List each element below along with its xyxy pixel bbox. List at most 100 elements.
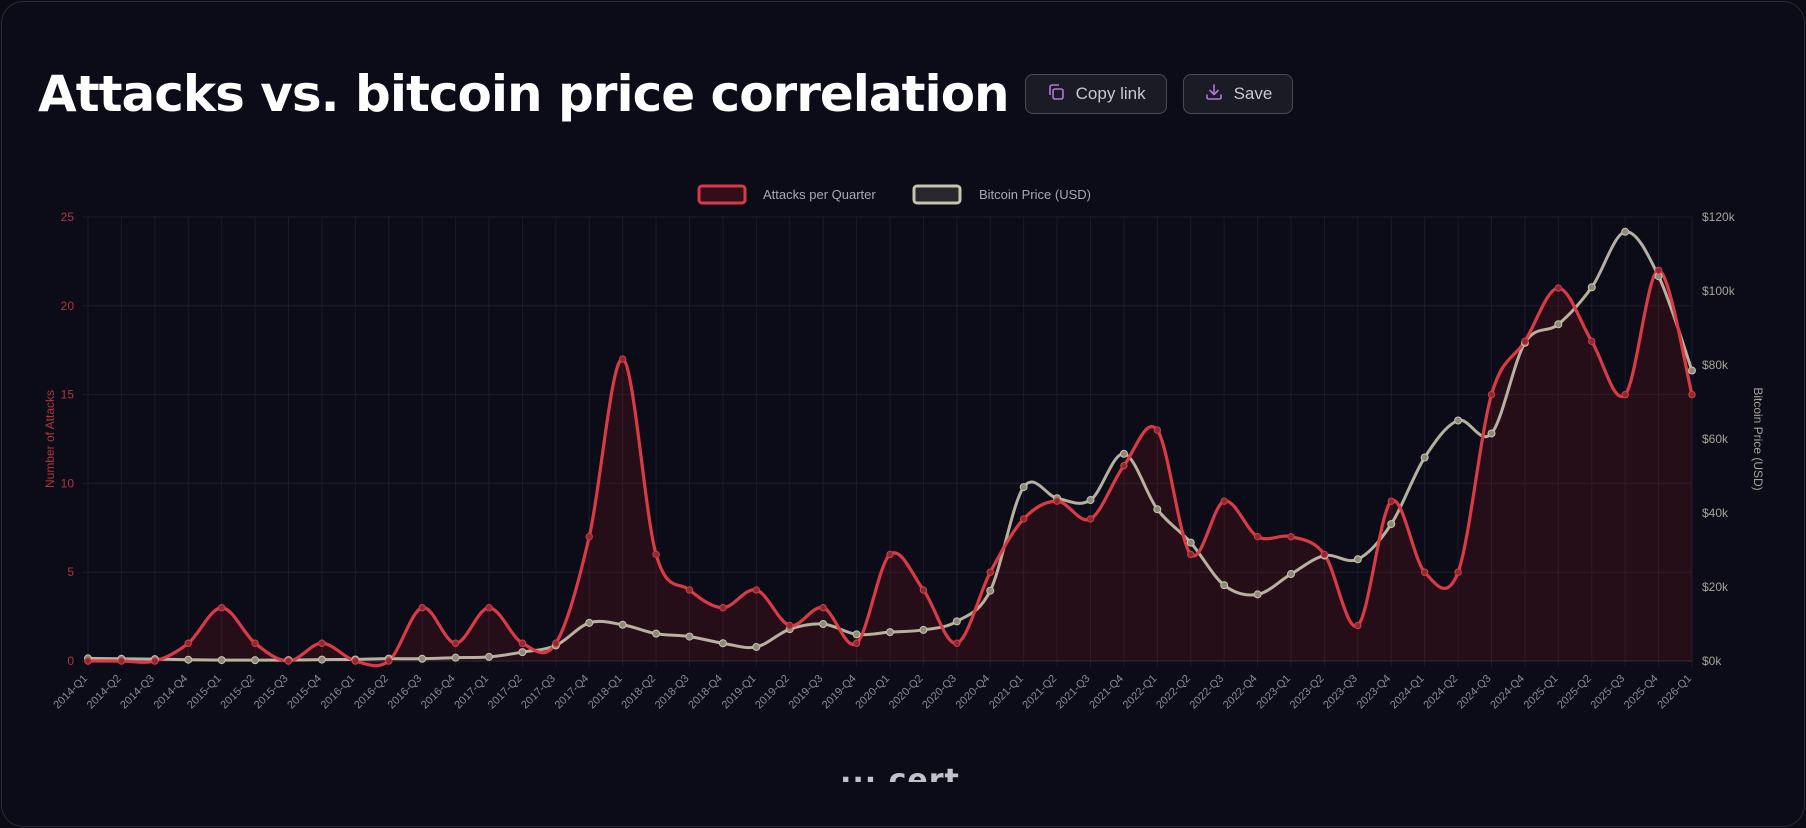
page-title: Attacks vs. bitcoin price correlation [38, 65, 1010, 123]
attacks-point [953, 639, 961, 647]
x-tick-label: 2020-Q4 [954, 673, 993, 712]
x-tick-label: 2026-Q1 [1655, 673, 1694, 712]
attacks-point [1454, 568, 1462, 576]
attacks-point [1354, 621, 1362, 630]
attacks-point [886, 550, 894, 559]
attacks-point [318, 639, 326, 647]
x-tick-label: 2015-Q2 [218, 673, 257, 712]
bitcoin-price-point [1420, 453, 1429, 462]
attacks-point [1253, 532, 1262, 541]
attacks-point [1053, 497, 1061, 505]
bitcoin-price-point [1119, 449, 1128, 458]
attacks-point [451, 639, 460, 647]
y-right-tick-label: $20k [1702, 580, 1729, 594]
attacks-point [1220, 497, 1228, 505]
x-tick-label: 2022-Q4 [1221, 673, 1260, 712]
header: Attacks vs. bitcoin price correlation Co… [38, 60, 1294, 128]
x-tick-label: 2025-Q2 [1555, 673, 1594, 712]
x-tick-label: 2014-Q2 [85, 673, 124, 712]
bitcoin-price-point [1353, 555, 1362, 564]
bitcoin-price-point [718, 639, 727, 648]
attacks-point [1086, 515, 1095, 523]
x-tick-label: 2024-Q4 [1488, 673, 1527, 712]
attacks-point [1320, 550, 1329, 559]
x-tick-label: 2021-Q3 [1054, 673, 1093, 712]
attacks-point [1287, 532, 1295, 541]
attacks-point [1153, 426, 1162, 434]
x-tick-label: 2025-Q1 [1522, 673, 1561, 712]
attacks-point [786, 621, 794, 630]
x-tick-label: 2023-Q4 [1355, 673, 1394, 712]
bitcoin-price-point [1153, 505, 1162, 514]
x-tick-label: 2021-Q1 [987, 673, 1026, 712]
x-tick-label: 2016-Q2 [352, 673, 391, 712]
x-tick-label: 2015-Q1 [185, 673, 224, 712]
bitcoin-price-point [1186, 538, 1195, 547]
attacks-point [1120, 461, 1128, 470]
x-tick-label: 2014-Q1 [51, 673, 90, 712]
attacks-point [852, 639, 861, 647]
x-tick-label: 2019-Q4 [820, 673, 859, 712]
legend-label-bitcoin: Bitcoin Price (USD) [979, 187, 1091, 202]
x-tick-label: 2023-Q1 [1254, 673, 1293, 712]
y-left-tick-label: 20 [61, 299, 75, 313]
attacks-point [1554, 284, 1563, 292]
attacks-area [88, 270, 1692, 666]
attacks-point [585, 532, 593, 541]
bitcoin-price-point [919, 625, 928, 634]
bitcoin-price-point [518, 648, 527, 657]
x-tick-label: 2017-Q1 [452, 673, 491, 712]
x-tick-label: 2023-Q2 [1288, 673, 1327, 712]
attacks-point [1420, 568, 1429, 576]
x-tick-label: 2017-Q3 [519, 673, 558, 712]
attacks-point [752, 586, 761, 594]
x-tick-label: 2018-Q2 [619, 673, 658, 712]
attacks-point [217, 604, 226, 612]
x-tick-label: 2023-Q3 [1321, 673, 1360, 712]
copy-link-button[interactable]: Copy link [1024, 74, 1167, 114]
attacks-point [1187, 550, 1195, 559]
y-right-tick-label: $100k [1702, 284, 1736, 298]
attacks-point [1654, 266, 1663, 274]
bitcoin-price-point [685, 632, 694, 641]
x-tick-label: 2016-Q3 [386, 673, 425, 712]
bitcoin-price-point [1287, 570, 1295, 579]
x-tick-label: 2016-Q1 [319, 673, 358, 712]
attacks-point [819, 604, 827, 612]
x-tick-label: 2024-Q2 [1421, 673, 1460, 712]
bitcoin-price-point [451, 653, 460, 662]
attacks-point [385, 657, 393, 665]
attacks-point [1019, 515, 1028, 523]
bitcoin-price-point [217, 656, 226, 665]
bitcoin-price-point [1454, 416, 1463, 425]
y-left-tick-label: 5 [67, 565, 74, 579]
bitcoin-price-line [87, 230, 1694, 662]
bitcoin-price-point [752, 642, 761, 651]
x-tick-label: 2025-Q4 [1622, 673, 1661, 712]
bitcoin-price-point [1387, 520, 1396, 529]
bitcoin-price-point [986, 586, 995, 595]
legend-swatch-attacks [697, 184, 747, 205]
bitcoin-price-point [852, 630, 861, 639]
attacks-point [618, 355, 627, 363]
legend: Attacks per Quarter Bitcoin Price (USD) [697, 184, 1091, 205]
y-left-tick-label: 15 [61, 388, 75, 402]
gridlines [82, 216, 1693, 667]
x-tick-label: 2015-Q4 [285, 673, 324, 712]
bitcoin-price-point [1587, 283, 1596, 292]
x-tick-label: 2019-Q1 [720, 673, 759, 712]
bitcoin-price-point [952, 617, 961, 626]
x-tick-label: 2018-Q4 [686, 673, 725, 712]
bitcoin-price-point [1554, 320, 1563, 329]
save-button[interactable]: Save [1182, 74, 1294, 114]
attacks-point [284, 657, 293, 665]
attacks-point [719, 604, 727, 612]
y-left-tick-label: 25 [61, 210, 75, 224]
x-tick-label: 2019-Q2 [753, 673, 792, 712]
y-right-tick-label: $120k [1702, 210, 1736, 224]
legend-label-attacks: Attacks per Quarter [763, 187, 876, 202]
x-tick-label: 2018-Q3 [653, 673, 692, 712]
y-right-tick-label: $0k [1702, 654, 1722, 668]
x-tick-label: 2015-Q3 [252, 673, 291, 712]
x-tick-label: 2017-Q4 [553, 673, 592, 712]
